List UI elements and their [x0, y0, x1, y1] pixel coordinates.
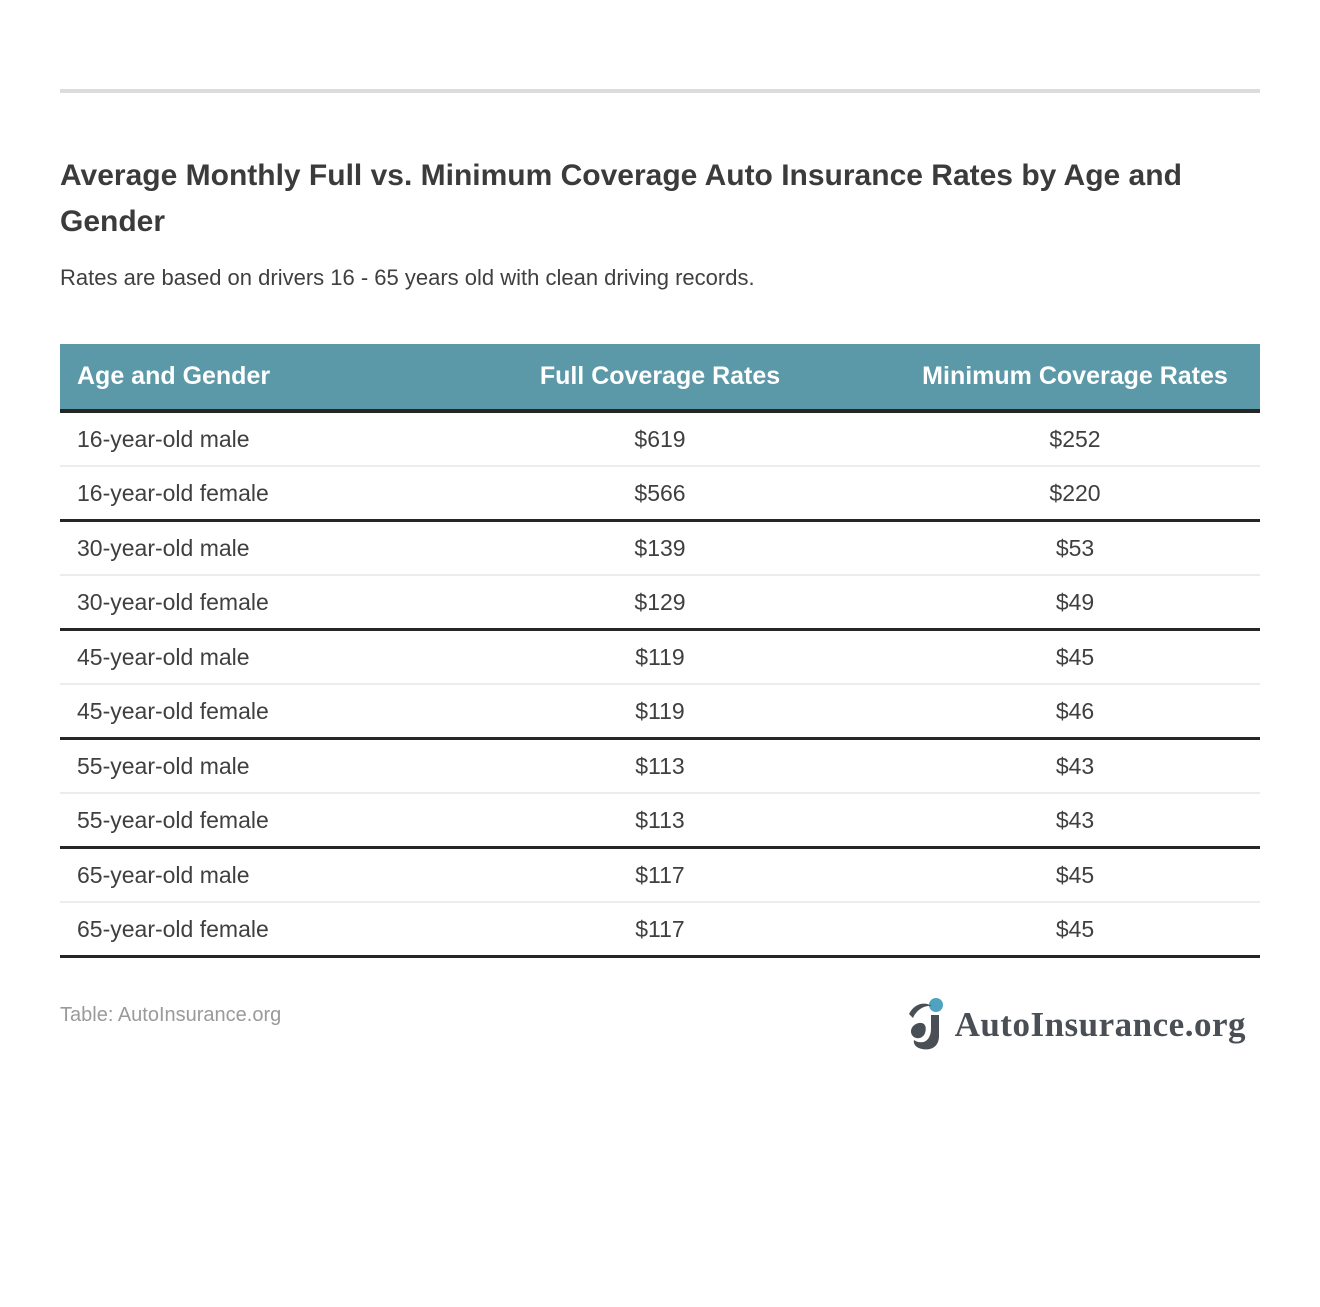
- page: Average Monthly Full vs. Minimum Coverag…: [0, 89, 1320, 1052]
- autoinsurance-logo: AutoInsurance.org: [906, 998, 1246, 1052]
- row-label: 65-year-old female: [77, 915, 269, 942]
- table-source-credit: Table: AutoInsurance.org: [60, 1004, 282, 1027]
- row-label: 45-year-old male: [77, 643, 250, 670]
- column-header-age-gender: Age and Gender: [77, 362, 271, 391]
- table-row: 55-year-old female $113 $43: [60, 794, 1260, 850]
- full-coverage-value: $139: [634, 534, 686, 561]
- minimum-coverage-value: $46: [1055, 697, 1095, 724]
- minimum-coverage-value: $43: [1055, 806, 1095, 833]
- row-label: 55-year-old male: [77, 752, 250, 779]
- footer: Table: AutoInsurance.org AutoInsurance.o…: [60, 998, 1260, 1052]
- minimum-coverage-value: $45: [1055, 643, 1095, 670]
- table-row: 30-year-old female $129 $49: [60, 576, 1260, 632]
- row-label: 30-year-old male: [77, 534, 250, 561]
- table-body: 16-year-old male $619 $252 16-year-old f…: [60, 413, 1260, 955]
- autoinsurance-logo-text: AutoInsurance.org: [954, 1005, 1246, 1045]
- table-row: 16-year-old female $566 $220: [60, 467, 1260, 523]
- table-row: 16-year-old male $619 $252: [60, 413, 1260, 468]
- table-header-row: Age and Gender Full Coverage Rates Minim…: [60, 344, 1260, 414]
- row-label: 45-year-old female: [77, 697, 269, 724]
- row-label: 30-year-old female: [77, 588, 269, 615]
- row-label: 16-year-old male: [77, 425, 250, 452]
- full-coverage-value: $113: [635, 752, 685, 779]
- minimum-coverage-value: $45: [1055, 861, 1095, 888]
- table-row: 45-year-old female $119 $46: [60, 685, 1260, 741]
- page-subtitle: Rates are based on drivers 16 - 65 years…: [60, 265, 755, 291]
- top-divider: [60, 89, 1260, 93]
- full-coverage-value: $117: [635, 915, 685, 942]
- full-coverage-value: $566: [634, 479, 686, 506]
- table-row: 55-year-old male $113 $43: [60, 740, 1260, 795]
- table-row: 45-year-old male $119 $45: [60, 631, 1260, 686]
- full-coverage-value: $113: [635, 806, 685, 833]
- minimum-coverage-value: $45: [1055, 915, 1095, 942]
- row-label: 16-year-old female: [77, 479, 269, 506]
- full-coverage-value: $117: [635, 861, 685, 888]
- full-coverage-value: $119: [635, 643, 685, 670]
- rates-table: Age and Gender Full Coverage Rates Minim…: [60, 344, 1260, 959]
- minimum-coverage-value: $53: [1055, 534, 1095, 561]
- minimum-coverage-value: $252: [1049, 425, 1101, 452]
- table-row: 30-year-old male $139 $53: [60, 522, 1260, 577]
- minimum-coverage-value: $43: [1055, 752, 1095, 779]
- full-coverage-value: $119: [635, 697, 685, 724]
- minimum-coverage-value: $220: [1049, 479, 1101, 506]
- column-header-minimum-coverage: Minimum Coverage Rates: [922, 362, 1228, 391]
- table-row: 65-year-old female $117 $45: [60, 903, 1260, 955]
- full-coverage-value: $129: [634, 588, 686, 615]
- full-coverage-value: $619: [634, 425, 686, 452]
- minimum-coverage-value: $49: [1055, 588, 1095, 615]
- row-label: 55-year-old female: [77, 806, 269, 833]
- table-row: 65-year-old male $117 $45: [60, 849, 1260, 904]
- row-label: 65-year-old male: [77, 861, 250, 888]
- page-title: Average Monthly Full vs. Minimum Coverag…: [60, 159, 1182, 238]
- autoinsurance-logo-icon: [908, 998, 943, 1050]
- column-header-full-coverage: Full Coverage Rates: [539, 362, 781, 391]
